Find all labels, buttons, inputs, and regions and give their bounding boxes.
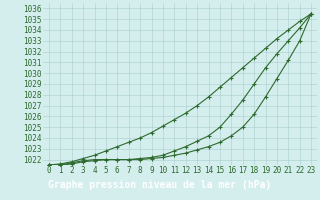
Text: Graphe pression niveau de la mer (hPa): Graphe pression niveau de la mer (hPa)	[48, 179, 272, 190]
